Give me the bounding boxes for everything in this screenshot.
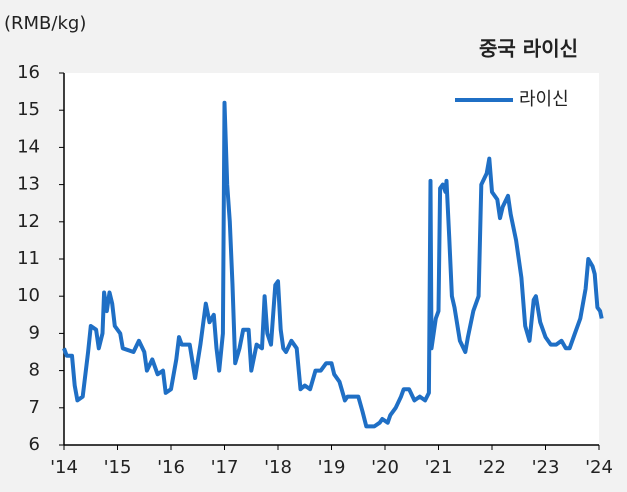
x-tick-label: '19 bbox=[318, 457, 346, 478]
y-tick-label: 15 bbox=[17, 99, 40, 120]
y-tick-label: 7 bbox=[29, 397, 40, 418]
x-tick-label: '14 bbox=[50, 457, 78, 478]
x-tick-label: '16 bbox=[157, 457, 185, 478]
y-tick-label: 9 bbox=[29, 322, 40, 343]
x-tick-label: '22 bbox=[478, 457, 506, 478]
y-tick-label: 8 bbox=[29, 360, 40, 381]
y-tick-label: 12 bbox=[17, 211, 40, 232]
y-tick-label: 10 bbox=[17, 285, 40, 306]
y-tick-label: 14 bbox=[17, 136, 40, 157]
line-series bbox=[62, 100, 604, 429]
legend-label: 라이신 bbox=[519, 89, 569, 110]
x-tick-label: '18 bbox=[264, 457, 292, 478]
x-tick-label: '15 bbox=[104, 457, 132, 478]
x-tick-label: '23 bbox=[532, 457, 560, 478]
x-tick-label: '17 bbox=[211, 457, 239, 478]
y-tick-label: 11 bbox=[17, 248, 40, 269]
y-tick-label: 13 bbox=[17, 174, 40, 195]
y-axis-label: (RMB/kg) bbox=[4, 13, 86, 34]
y-tick-label: 6 bbox=[29, 434, 40, 455]
chart-title: 중국 라이신 bbox=[479, 37, 578, 61]
x-tick-label: '21 bbox=[425, 457, 453, 478]
plot-area bbox=[64, 73, 599, 445]
x-tick-label: '20 bbox=[371, 457, 399, 478]
x-tick-label: '24 bbox=[585, 457, 613, 478]
y-tick-label: 16 bbox=[17, 62, 40, 83]
